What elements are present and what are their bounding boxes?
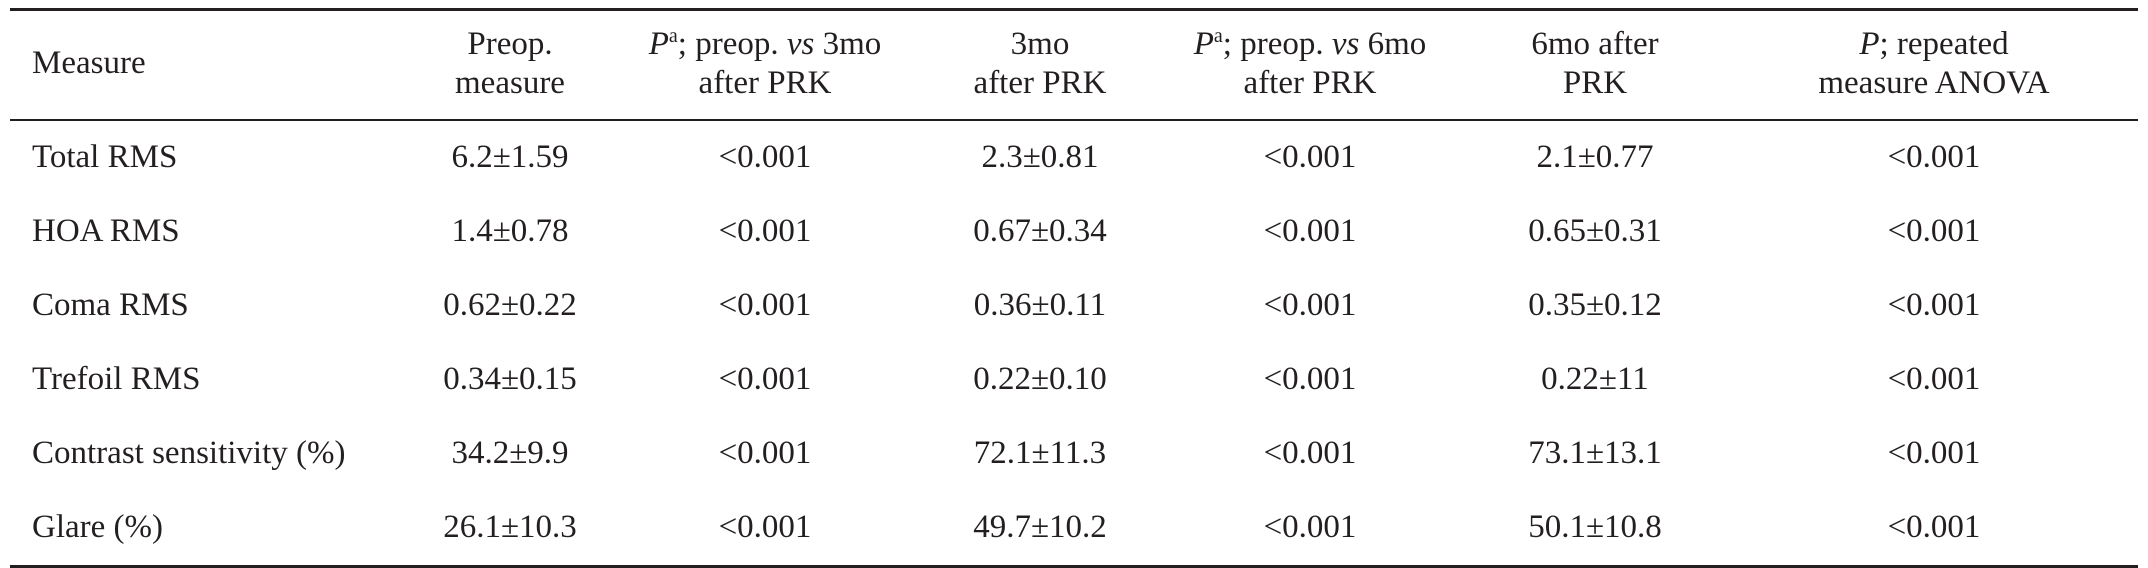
value-cell: 73.1±13.1 <box>1528 435 1662 472</box>
header-text: PRK <box>1562 64 1628 101</box>
value-cell: <0.001 <box>718 287 812 324</box>
value-cell: <0.001 <box>1263 287 1357 324</box>
value-cell: <0.001 <box>718 509 812 546</box>
column-header-2: Pa; preop. vs 3mo after PRK <box>610 10 920 120</box>
value-cell: <0.001 <box>1887 213 1981 250</box>
header-text: ; preop. <box>677 26 787 62</box>
value-cell: 1.4±0.78 <box>451 213 569 250</box>
header-text: 3mo <box>1010 26 1070 62</box>
value-cell: <0.001 <box>1263 435 1357 472</box>
header-text: ; preop. <box>1222 26 1332 62</box>
header-text: Preop. <box>467 26 553 62</box>
results-table: Measure Preop. measure Pa; preop. vs 3mo aft… <box>10 8 2138 568</box>
value-cell: 0.35±0.12 <box>1528 287 1662 324</box>
header-line: after PRK <box>620 64 910 103</box>
header-line: measure <box>420 64 600 103</box>
value-cell: 2.3±0.81 <box>981 139 1099 176</box>
value-cell: 6.2±1.59 <box>451 139 569 176</box>
header-line: 6mo after <box>1470 25 1720 64</box>
column-header-6: P; repeated measure ANOVA <box>1730 10 2138 120</box>
header-text: measure ANOVA <box>1818 64 2050 101</box>
value-cell: 34.2±9.9 <box>451 435 569 472</box>
value-cell: 0.34±0.15 <box>443 361 577 398</box>
header-line: after PRK <box>1170 64 1450 103</box>
value-cell: 49.7±10.2 <box>973 509 1107 546</box>
value-cell: <0.001 <box>1263 139 1357 176</box>
header-line: measure ANOVA <box>1740 64 2128 103</box>
table-row: Glare (%) 26.1±10.3 <0.001 49.7±10.2 <0.001 5… <box>10 491 2138 567</box>
value-cell: 26.1±10.3 <box>443 509 577 546</box>
header-text: vs <box>786 26 815 62</box>
header-text: ; repeated <box>1879 26 2009 62</box>
value-cell: 0.65±0.31 <box>1528 213 1662 250</box>
value-cell: 0.22±0.10 <box>973 361 1107 398</box>
column-header-5: 6mo after PRK <box>1460 10 1730 120</box>
value-cell: 0.36±0.11 <box>973 287 1107 324</box>
header-text: P <box>1859 26 1880 62</box>
row-label-cell: Coma RMS <box>32 287 189 324</box>
column-header-4: Pa; preop. vs 6mo after PRK <box>1160 10 1460 120</box>
table-row: HOA RMS 1.4±0.78 <0.001 0.67±0.34 <0.001 0.65… <box>10 195 2138 269</box>
header-line: Pa; preop. vs 6mo <box>1170 25 1450 64</box>
header-text: 6mo <box>1359 26 1427 62</box>
column-header-1: Preop. measure <box>410 10 610 120</box>
value-cell: <0.001 <box>718 139 812 176</box>
row-label-cell: HOA RMS <box>32 213 180 250</box>
header-text: after PRK <box>973 64 1107 101</box>
header-line: P; repeated <box>1740 25 2128 64</box>
header-text: after PRK <box>698 64 832 101</box>
table-row: Trefoil RMS 0.34±0.15 <0.001 0.22±0.10 <0.00… <box>10 343 2138 417</box>
header-text: a <box>668 25 678 47</box>
table-body: Total RMS 6.2±1.59 <0.001 2.3±0.81 <0.001 2.1… <box>10 120 2138 567</box>
value-cell: 2.1±0.77 <box>1536 139 1654 176</box>
header-row: Measure Preop. measure Pa; preop. vs 3mo aft… <box>10 9 2138 120</box>
header-line: Pa; preop. vs 3mo <box>620 25 910 64</box>
value-cell: <0.001 <box>1887 287 1981 324</box>
value-cell: <0.001 <box>1887 509 1981 546</box>
value-cell: 0.22±11 <box>1541 361 1649 398</box>
header-text: P <box>1193 26 1214 62</box>
header-text: after PRK <box>1243 64 1377 101</box>
header-line: Preop. <box>420 25 600 64</box>
header-line: 3mo <box>930 25 1150 64</box>
header-text: measure <box>455 64 565 101</box>
value-cell: 50.1±10.8 <box>1528 509 1662 546</box>
value-cell: <0.001 <box>1263 213 1357 250</box>
value-cell: <0.001 <box>718 213 812 250</box>
column-header-3: 3mo after PRK <box>920 10 1160 120</box>
row-label-cell: Total RMS <box>32 139 178 176</box>
header-text: vs <box>1331 26 1360 62</box>
header-text: 3mo <box>814 26 882 62</box>
value-cell: 72.1±11.3 <box>973 435 1107 472</box>
row-label-cell: Glare (%) <box>32 509 164 546</box>
value-cell: <0.001 <box>718 435 812 472</box>
row-label-cell: Contrast sensitivity (%) <box>32 435 346 472</box>
table-row: Total RMS 6.2±1.59 <0.001 2.3±0.81 <0.001 2.1… <box>10 120 2138 195</box>
table-row: Coma RMS 0.62±0.22 <0.001 0.36±0.11 <0.001 0.… <box>10 269 2138 343</box>
value-cell: <0.001 <box>718 361 812 398</box>
header-text: a <box>1213 25 1223 47</box>
value-cell: <0.001 <box>1887 435 1981 472</box>
header-text: Measure <box>32 45 146 82</box>
value-cell: <0.001 <box>1887 139 1981 176</box>
header-line: PRK <box>1470 64 1720 103</box>
value-cell: <0.001 <box>1263 361 1357 398</box>
row-label-cell: Trefoil RMS <box>32 361 201 398</box>
data-table-container: Measure Preop. measure Pa; preop. vs 3mo aft… <box>10 8 2138 568</box>
table-row: Contrast sensitivity (%) 34.2±9.9 <0.001 72… <box>10 417 2138 491</box>
header-line: Measure <box>32 44 400 83</box>
header-line: after PRK <box>930 64 1150 103</box>
header-text: 6mo after <box>1531 26 1659 62</box>
value-cell: 0.67±0.34 <box>973 213 1107 250</box>
header-text: P <box>648 26 669 62</box>
value-cell: <0.001 <box>1887 361 1981 398</box>
value-cell: 0.62±0.22 <box>443 287 577 324</box>
value-cell: <0.001 <box>1263 509 1357 546</box>
column-header-0: Measure <box>10 10 410 120</box>
table-header: Measure Preop. measure Pa; preop. vs 3mo aft… <box>10 9 2138 120</box>
